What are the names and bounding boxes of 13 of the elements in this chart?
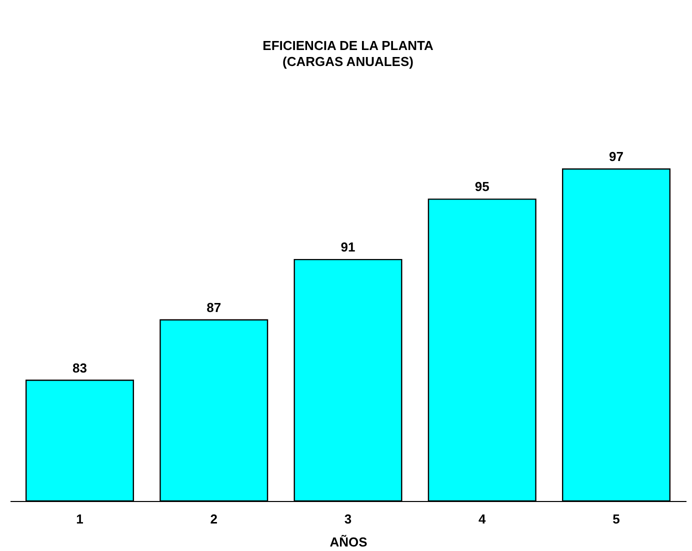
x-tick-label: 4 xyxy=(478,512,487,526)
data-label: 97 xyxy=(609,149,624,164)
x-tick-label: 5 xyxy=(612,512,620,526)
chart-subtitle: (CARGAS ANUALES) xyxy=(282,54,414,69)
data-label: 95 xyxy=(474,179,490,194)
x-tick-label: 1 xyxy=(76,512,84,526)
data-label: 91 xyxy=(340,240,356,255)
x-tick-label: 3 xyxy=(344,512,352,526)
x-axis-title: AÑOS xyxy=(330,534,368,550)
data-label: 83 xyxy=(72,360,87,376)
x-tick-label: 2 xyxy=(210,512,218,526)
data-label: 87 xyxy=(206,300,222,315)
chart-title: EFICIENCIA DE LA PLANTA xyxy=(262,38,434,53)
